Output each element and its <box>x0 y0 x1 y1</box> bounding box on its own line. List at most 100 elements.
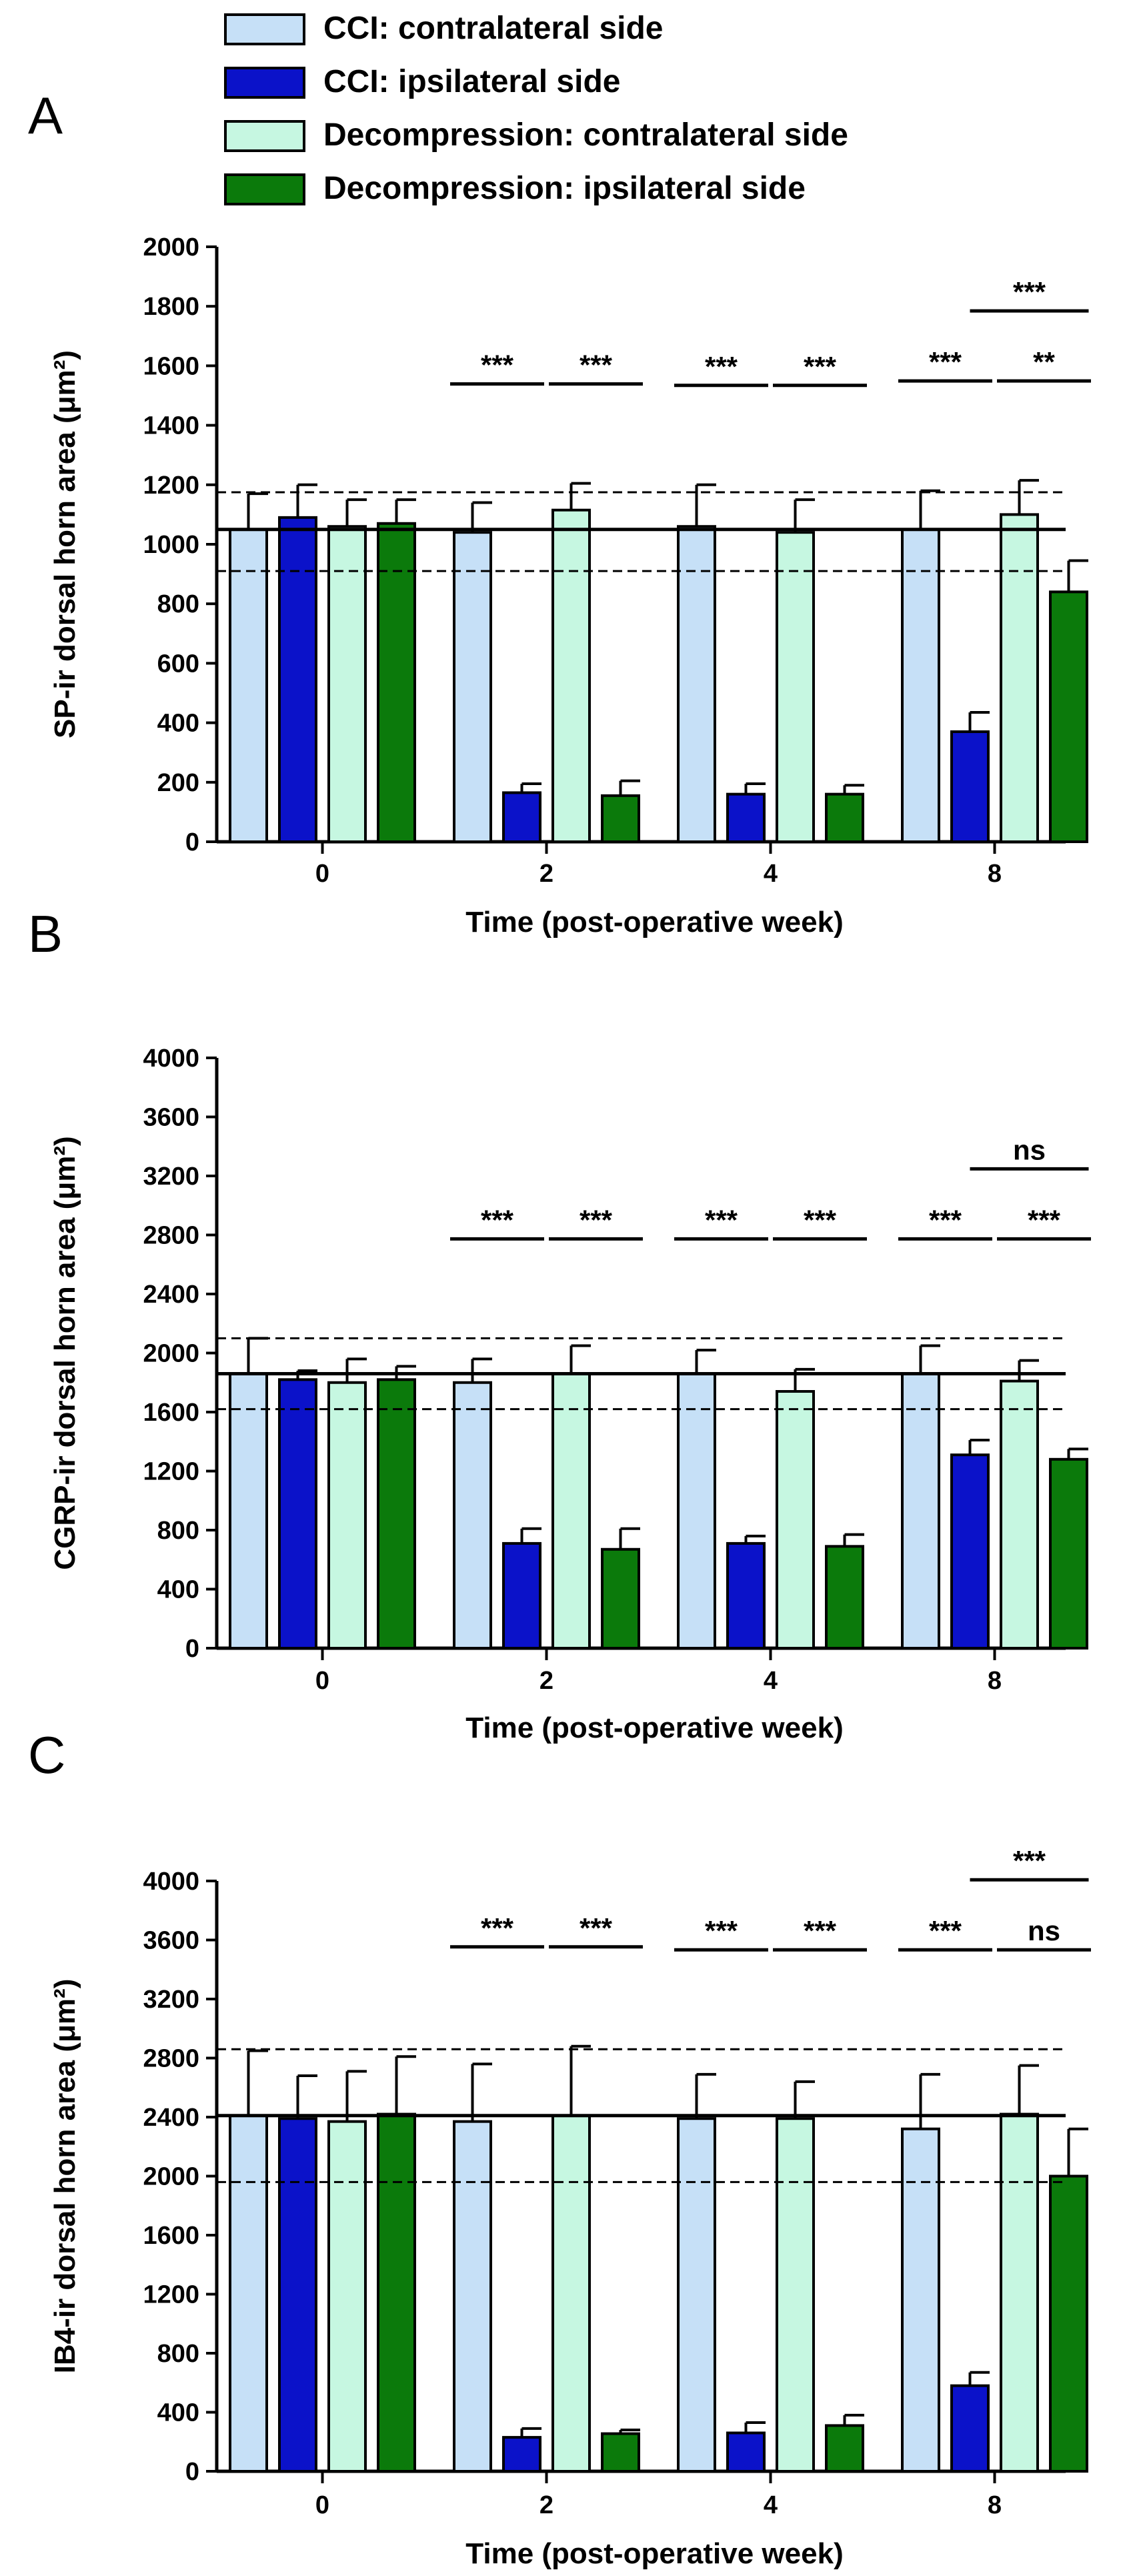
significance-label: *** <box>481 1912 514 1944</box>
x-axis-title: Time (post-operative week) <box>465 1712 843 1744</box>
y-tick-label: 1600 <box>143 352 199 380</box>
bar <box>601 2432 640 2473</box>
x-tick-label: 8 <box>988 860 1002 888</box>
bar <box>825 1545 864 1650</box>
y-tick-label: 3600 <box>143 1927 199 1955</box>
significance-label: *** <box>804 351 837 382</box>
legend-label: Decompression: contralateral side <box>323 117 848 153</box>
y-tick-label: 2800 <box>143 1222 199 1250</box>
bar <box>551 508 591 844</box>
bar <box>377 2112 416 2473</box>
bar <box>776 2117 815 2473</box>
y-axis-title: IB4-ir dorsal horn area (μm²) <box>49 1979 81 2374</box>
y-tick-label: 3200 <box>143 1986 199 2014</box>
panel-letter: A <box>28 86 63 145</box>
x-tick-label: 2 <box>539 860 553 888</box>
y-tick-label: 1600 <box>143 1399 199 1427</box>
significance-label: ns <box>1028 1915 1060 1946</box>
legend-swatch <box>224 13 305 45</box>
y-tick-label: 0 <box>185 2458 199 2486</box>
y-tick-label: 2400 <box>143 1281 199 1309</box>
significance-label: *** <box>804 1204 837 1235</box>
legend-swatch <box>224 120 305 152</box>
bar <box>825 2424 864 2473</box>
y-tick-label: 2000 <box>143 1340 199 1368</box>
significance-label: *** <box>929 346 962 378</box>
bar <box>502 1541 541 1650</box>
y-tick-label: 2800 <box>143 2045 199 2073</box>
legend-label: CCI: ipsilateral side <box>323 64 620 99</box>
bar <box>327 525 367 843</box>
bar <box>551 1372 591 1650</box>
significance-label: ns <box>1013 1134 1046 1165</box>
bar <box>1000 513 1039 844</box>
y-tick-label: 400 <box>157 2399 199 2427</box>
bar <box>950 1453 990 1650</box>
bar <box>1049 2174 1088 2473</box>
bar <box>901 2127 940 2473</box>
x-tick-label: 8 <box>988 1667 1002 1695</box>
y-tick-label: 800 <box>157 590 199 618</box>
bar <box>551 2114 591 2473</box>
bar <box>453 2120 492 2473</box>
bar <box>453 531 492 843</box>
x-tick-label: 0 <box>315 2491 329 2519</box>
significance-label: ** <box>1033 346 1055 378</box>
y-axis-title: CGRP-ir dorsal horn area (μm²) <box>49 1136 81 1569</box>
bar <box>377 522 416 844</box>
y-tick-label: 400 <box>157 710 199 738</box>
x-axis-title: Time (post-operative week) <box>465 906 843 938</box>
x-tick-label: 0 <box>315 860 329 888</box>
x-tick-label: 0 <box>315 1667 329 1695</box>
bar <box>502 791 541 844</box>
y-tick-label: 3600 <box>143 1104 199 1132</box>
bar <box>950 2384 990 2473</box>
y-tick-label: 1400 <box>143 412 199 440</box>
bar <box>1049 1457 1088 1650</box>
y-tick-label: 400 <box>157 1576 199 1604</box>
legend-label: Decompression: ipsilateral side <box>323 171 806 206</box>
bar <box>1000 2112 1039 2473</box>
y-tick-label: 2000 <box>143 2163 199 2191</box>
y-tick-label: 1200 <box>143 472 199 500</box>
y-tick-label: 1800 <box>143 293 199 321</box>
y-tick-label: 1200 <box>143 1458 199 1486</box>
bar <box>950 730 990 843</box>
bar <box>776 1390 815 1650</box>
bar <box>327 2120 367 2473</box>
panel-letter: B <box>28 904 63 963</box>
bar <box>453 1381 492 1650</box>
bar <box>677 525 716 843</box>
x-tick-label: 4 <box>764 2491 778 2519</box>
bar <box>677 2117 716 2473</box>
y-tick-label: 800 <box>157 2340 199 2368</box>
significance-label: *** <box>580 1204 613 1235</box>
y-tick-label: 1200 <box>143 2281 199 2309</box>
bar <box>726 1541 766 1650</box>
x-tick-label: 2 <box>539 2491 553 2519</box>
legend: CCI: contralateral side CCI: ipsilateral … <box>224 11 848 206</box>
bar <box>278 2117 317 2473</box>
significance-label: *** <box>481 350 514 381</box>
y-tick-label: 4000 <box>143 1868 199 1896</box>
x-tick-label: 2 <box>539 1667 553 1695</box>
bar <box>1000 1379 1039 1650</box>
bar <box>901 528 940 843</box>
significance-label: *** <box>705 351 738 382</box>
bar <box>327 1381 367 1650</box>
panels: A0200400600800100012001400160018002000SP… <box>28 86 1091 2570</box>
bar <box>726 792 766 844</box>
legend-swatch <box>224 173 305 205</box>
bar <box>502 2436 541 2473</box>
y-tick-label: 200 <box>157 769 199 797</box>
y-axis-title: SP-ir dorsal horn area (μm²) <box>49 350 81 738</box>
y-tick-label: 600 <box>157 650 199 678</box>
significance-label: *** <box>1013 276 1046 307</box>
legend-label: CCI: contralateral side <box>323 11 663 46</box>
significance-label: *** <box>804 1915 837 1946</box>
panel-b: B 0 400 800 1200 1600 2000 2400 2800 3200 3600 4000… <box>28 904 1091 1744</box>
legend-swatch <box>224 67 305 99</box>
bar <box>229 528 268 843</box>
bar <box>278 1378 317 1650</box>
